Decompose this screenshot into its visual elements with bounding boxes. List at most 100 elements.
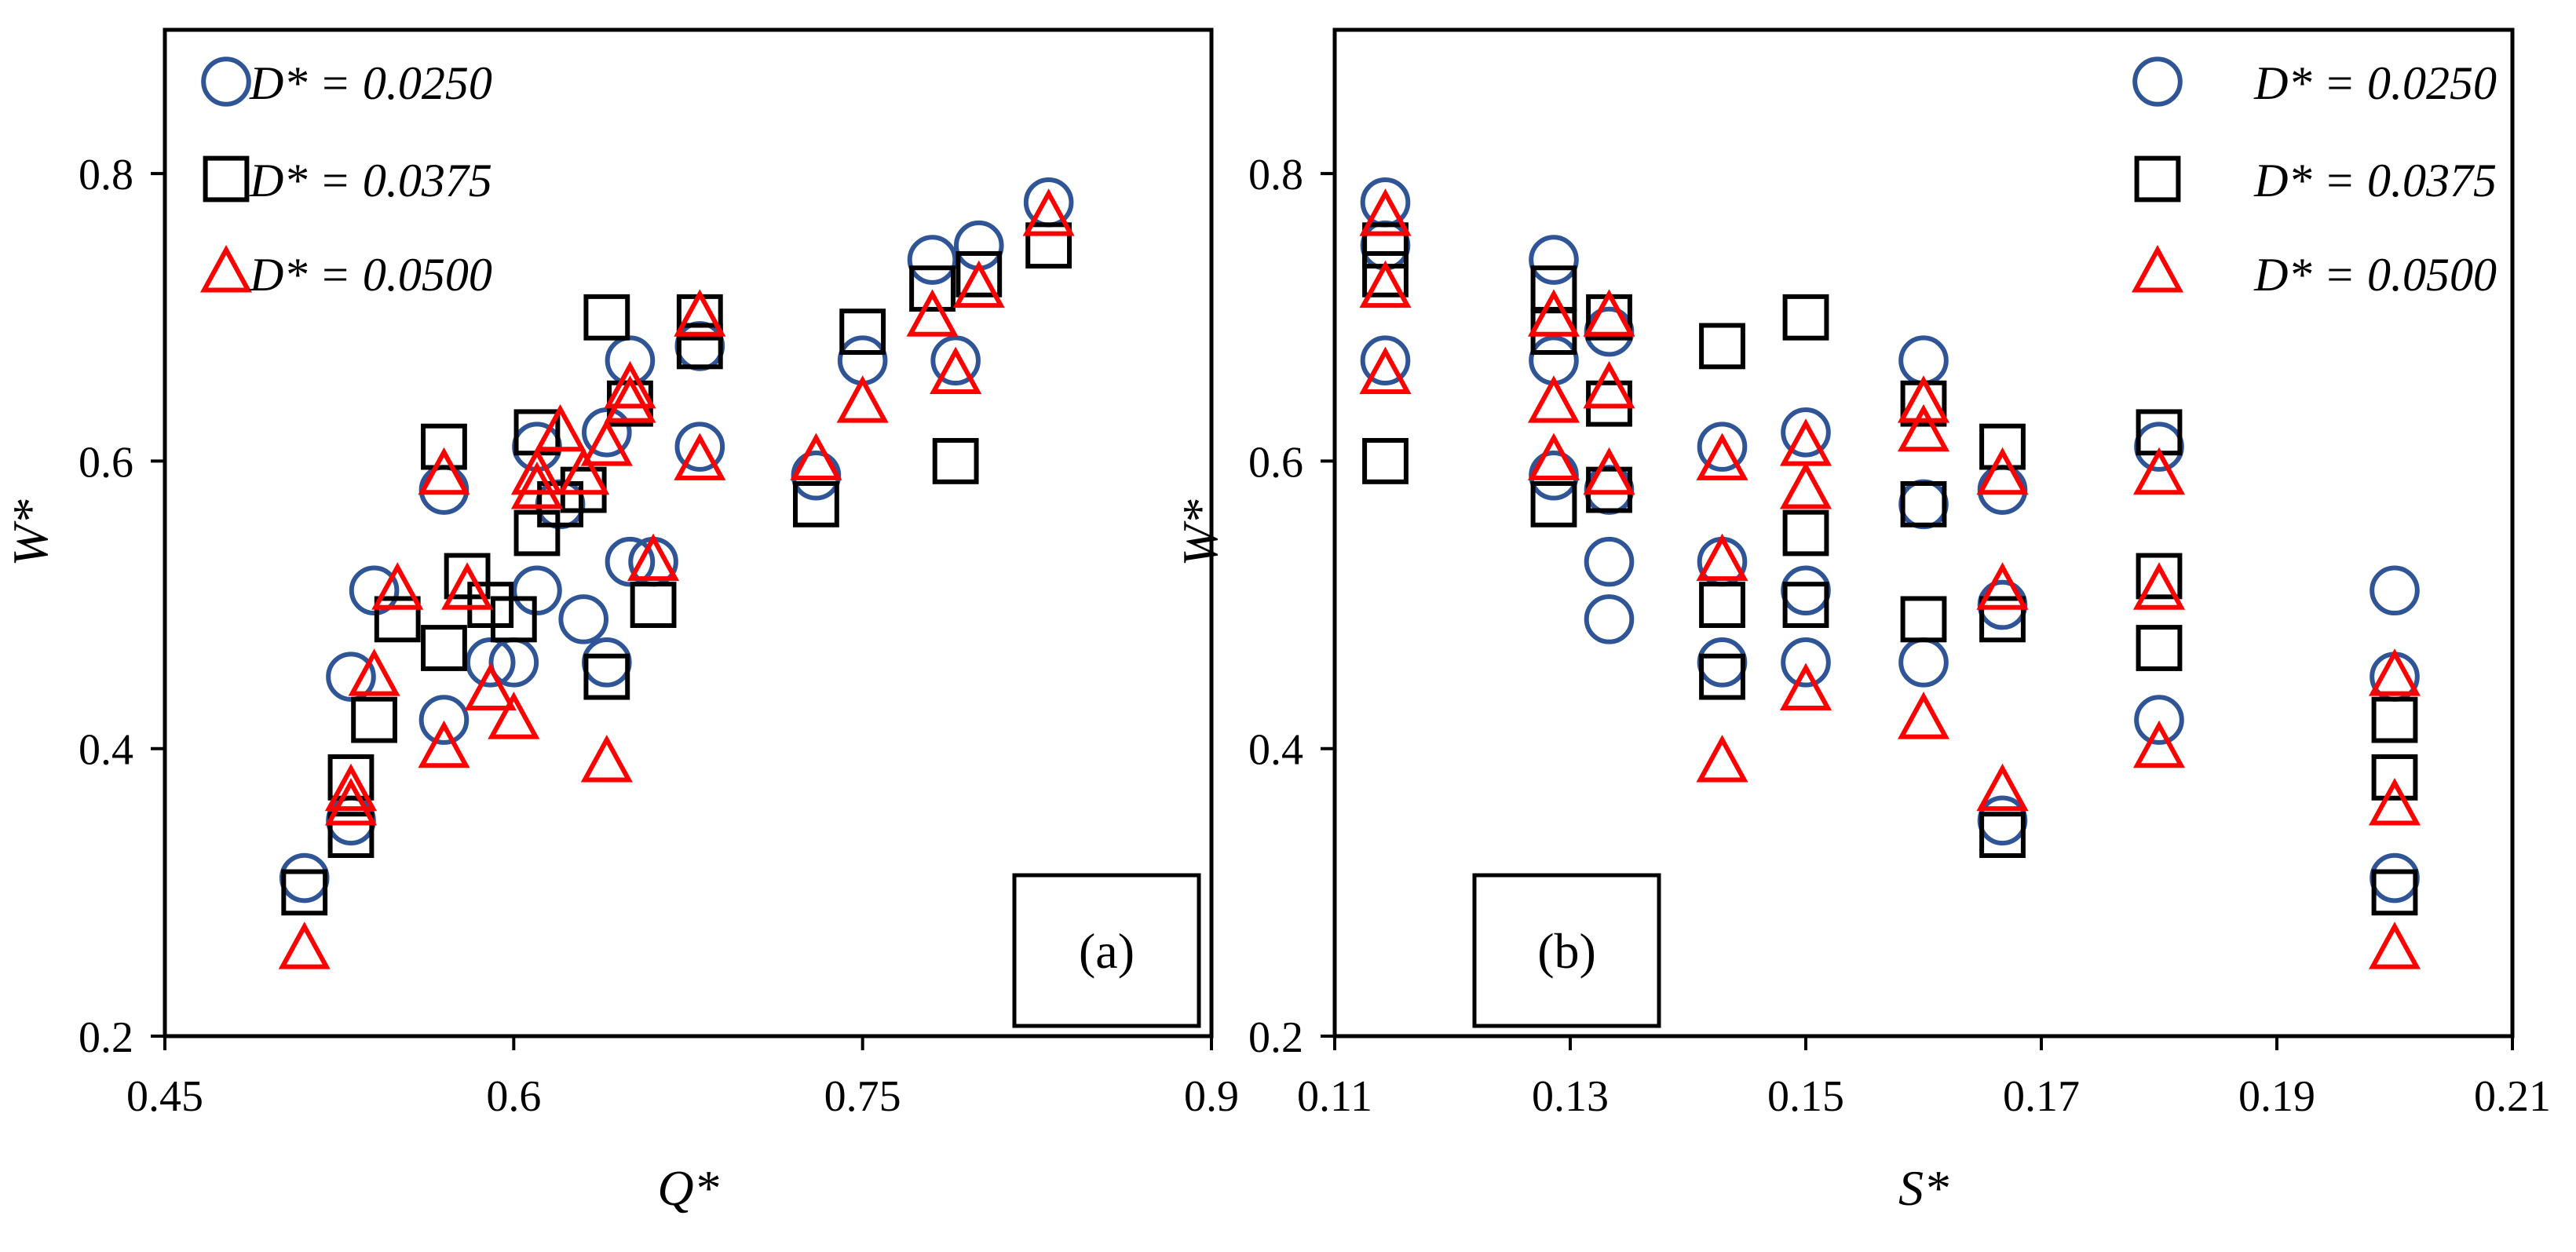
x-tick-label: 0.6	[486, 1072, 541, 1121]
data-point-circle	[418, 465, 470, 515]
data-point-triangle	[1359, 346, 1412, 395]
y-tick-label: 0.4	[79, 726, 133, 775]
data-point-triangle	[1897, 403, 1950, 452]
x-axis-label: Q*	[657, 1160, 718, 1216]
data-point-circle	[558, 594, 609, 644]
data-point-circle	[2370, 565, 2420, 616]
data-point-square	[2136, 553, 2183, 600]
data-point-square	[513, 509, 561, 557]
data-point-triangle	[1583, 447, 1635, 495]
panel-tag-label: (b)	[1537, 923, 1596, 979]
y-tick-label: 0.2	[79, 1013, 133, 1062]
chart-panel-b: 0.11 0.13 0.15 0.17 0.19 0.21 0.2 0.4 0.6 0.8 S* W*…	[1172, 27, 2551, 1216]
data-point-triangle	[1696, 433, 1748, 480]
data-point-square	[374, 596, 421, 643]
data-point-triangle	[324, 778, 378, 826]
data-point-circle	[326, 795, 376, 846]
data-point-triangle	[324, 763, 378, 812]
data-point-circle	[674, 321, 725, 371]
data-point-triangle	[952, 260, 1005, 308]
data-point-circle	[349, 565, 400, 616]
data-point-circle	[279, 852, 330, 903]
data-point-triangle	[371, 562, 424, 610]
y-tick-label: 0.6	[79, 438, 133, 487]
data-point-triangle	[2132, 720, 2186, 768]
data-point-triangle	[1897, 375, 1950, 423]
data-point-square	[1530, 480, 1577, 527]
legend-marker-square	[203, 155, 250, 203]
legend-marker-triangle	[199, 245, 253, 293]
data-point-circle	[1529, 450, 1579, 501]
data-point-square	[2371, 754, 2418, 801]
legend-label: D* = 0.0500	[249, 249, 492, 301]
plot-frame	[163, 27, 1214, 1038]
data-point-circle	[1898, 479, 1949, 530]
x-tick-label: 0.17	[2003, 1072, 2080, 1121]
data-point-circle	[582, 637, 632, 688]
data-point-square	[793, 480, 839, 527]
legend-label: D* = 0.0500	[2253, 249, 2497, 301]
y-axis-label: W*	[2, 499, 58, 566]
data-point-triangle	[1696, 735, 1748, 783]
legend-marker-square	[2134, 155, 2181, 203]
data-point-square	[676, 323, 723, 370]
legend-marker-circle	[201, 57, 251, 107]
data-point-circle	[1584, 465, 1635, 515]
data-point-square	[327, 812, 375, 858]
data-point-square	[955, 250, 1003, 297]
data-point-square	[1979, 423, 2026, 470]
data-point-circle	[930, 335, 981, 386]
data-point-circle	[2370, 852, 2420, 903]
data-point-triangle	[790, 433, 842, 480]
data-point-triangle	[1779, 462, 1832, 509]
data-point-square	[1699, 323, 1745, 370]
legend-label: D* = 0.0375	[249, 155, 492, 206]
panel-tag-box	[1012, 873, 1201, 1028]
data-point-triangle	[1897, 692, 1950, 739]
plot-frame	[1332, 27, 2515, 1038]
data-point-circle	[1977, 795, 2028, 846]
data-point-circle	[512, 565, 562, 616]
data-point-triangle	[278, 922, 331, 969]
x-tick-label: 0.11	[1297, 1072, 1372, 1121]
y-tick-label: 0.6	[1248, 438, 1303, 487]
data-point-triangle	[488, 692, 540, 739]
data-point-triangle	[1696, 533, 1748, 582]
data-point-circle	[465, 637, 516, 688]
data-point-square	[1782, 294, 1829, 341]
series-square	[1362, 222, 2418, 916]
data-point-circle	[1697, 637, 1748, 688]
data-point-square	[1782, 582, 1829, 628]
data-point-circle	[1584, 306, 1635, 357]
y-tick-label: 0.4	[1248, 726, 1303, 775]
data-point-square	[444, 553, 491, 600]
data-point-triangle	[441, 562, 494, 610]
data-point-circle	[1977, 579, 2028, 630]
data-point-triangle	[2368, 778, 2421, 826]
x-tick-label: 0.21	[2474, 1072, 2551, 1121]
data-point-triangle	[604, 360, 656, 409]
data-point-triangle	[1583, 360, 1635, 409]
data-point-triangle	[464, 663, 517, 710]
data-point-square	[630, 582, 677, 628]
data-point-square	[1782, 509, 1829, 557]
data-point-square	[1900, 596, 1947, 643]
data-point-triangle	[627, 533, 680, 582]
legend-label: D* = 0.0250	[249, 57, 492, 109]
data-point-circle	[1781, 407, 1831, 458]
data-point-triangle	[418, 447, 470, 495]
data-point-square	[1699, 653, 1745, 700]
data-point-triangle	[674, 289, 726, 337]
data-point-square	[1362, 250, 1409, 297]
data-point-circle	[907, 235, 958, 285]
data-point-triangle	[580, 418, 633, 466]
data-point-triangle	[1527, 289, 1580, 337]
data-point-circle	[1584, 594, 1635, 644]
data-point-square	[2371, 696, 2418, 743]
data-point-triangle	[418, 720, 470, 768]
data-point-square	[327, 754, 375, 801]
x-axis-label: S*	[1898, 1160, 1949, 1216]
data-point-triangle	[1527, 433, 1580, 480]
data-point-square	[583, 653, 630, 700]
